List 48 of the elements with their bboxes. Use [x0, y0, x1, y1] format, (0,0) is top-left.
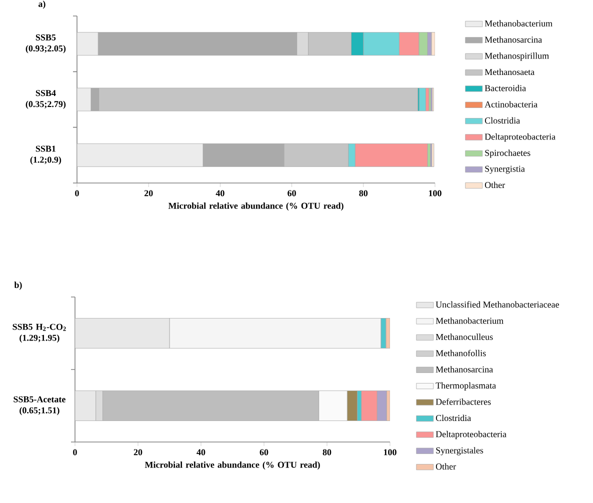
legend-label: Unclassified Methanobacteriaceae [436, 301, 559, 308]
legend-label: Methanobacterium [436, 317, 504, 324]
chart-title: a) [38, 0, 46, 9]
legend-label: Actinobacteria [484, 101, 538, 108]
legend-label: Thermoplasmata [436, 382, 496, 390]
x-tick-label: 100 [428, 190, 442, 196]
legend-label: Methanosaeta [484, 68, 534, 76]
legend-label: Spirochaetes [485, 150, 530, 158]
y-tick-label: SSB4 (0.35;2.79) [26, 90, 66, 109]
y-tick-label: SSB1 (1.2;0.9) [30, 146, 62, 165]
x-tick-label: 80 [322, 449, 332, 456]
legend-label: Methanobacterium [484, 20, 552, 27]
legend-label: Methanosarcina [436, 366, 493, 372]
legend-label: Methanospirillum [484, 52, 549, 61]
bar [431, 32, 436, 56]
legend-label: Other [484, 182, 506, 188]
legend-label: Deltaproteobacteria [484, 133, 556, 142]
legend-label: Deltaproteobacteria [436, 430, 506, 440]
x-tick-label: 40 [196, 449, 206, 456]
x-tick-label: 80 [359, 190, 368, 196]
x-axis-title: Microbial relative abundance (% OTU read) [144, 461, 320, 470]
y-tick-label: SSB5 H$_{2}$-CO$_{2}$ (1.29;1.95) [12, 324, 66, 343]
bar [77, 143, 204, 167]
legend-label: Clostridia [484, 117, 520, 124]
y-tick-label: SSB5 (0.93;2.05) [26, 34, 66, 54]
x-tick-label: 100 [384, 449, 396, 456]
x-tick-label: 0 [73, 449, 77, 456]
x-tick-label: 20 [144, 190, 153, 196]
legend-label: Methanofollis [436, 350, 486, 356]
legend-label: Clostridia [436, 414, 471, 422]
bar [75, 318, 170, 348]
x-tick-label: 20 [134, 449, 142, 456]
x-tick-label: 60 [260, 449, 268, 456]
x-tick-label: 60 [288, 190, 296, 196]
bar [432, 143, 434, 167]
legend-label: Deferribacteres [436, 398, 491, 405]
legend-label: Methanosarcina [484, 36, 542, 43]
chart-title: b) [14, 282, 22, 290]
x-tick-label: 40 [216, 190, 224, 196]
x-axis-title: Microbial relative abundance (% OTU read) [168, 202, 344, 211]
legend-label: Synergistia [485, 166, 525, 174]
legend-label: Other [436, 463, 456, 470]
legend-label: Synergistales [436, 447, 484, 456]
legend-label: Bacteroidia [484, 84, 526, 92]
bar [77, 32, 98, 56]
y-tick-label: SSB5-Acetate (0.65;1.51) [14, 396, 66, 416]
x-tick-label: 0 [75, 190, 79, 196]
legend-label: Methanoculleus [436, 334, 493, 340]
